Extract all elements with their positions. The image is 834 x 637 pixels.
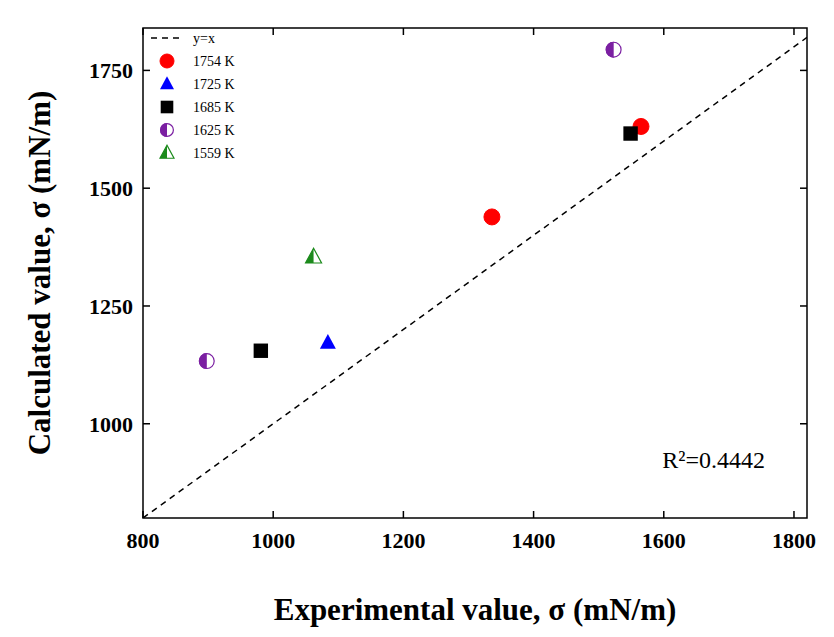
legend-swatch: [160, 76, 174, 89]
marker-shape: [160, 54, 174, 68]
marker-half: [160, 145, 167, 158]
data-point: [484, 209, 500, 225]
marker-shape: [484, 209, 500, 225]
legend-label: y=x: [193, 31, 215, 46]
legend-swatch: [160, 145, 174, 158]
x-tick-label: 1000: [251, 528, 295, 553]
legend-label: 1685 K: [193, 100, 235, 115]
x-tick: [403, 511, 405, 518]
x-tick-label: 1800: [772, 528, 816, 553]
x-tick-label: 1200: [381, 528, 425, 553]
data-point: [306, 248, 322, 263]
marker-half: [606, 42, 614, 58]
legend-swatch: [161, 101, 174, 114]
x-tick: [663, 511, 665, 518]
legend-swatch: [151, 37, 183, 39]
x-tick-top: [142, 28, 144, 35]
x-tick-top: [403, 28, 405, 35]
marker-half: [199, 353, 207, 369]
x-tick-top: [793, 28, 795, 35]
x-tick: [272, 511, 274, 518]
legend-label: 1625 K: [193, 123, 235, 138]
marker-shape: [306, 248, 322, 263]
y-tick-right: [800, 305, 807, 307]
legend-swatch: [160, 54, 174, 68]
legend-label: 1559 K: [193, 146, 235, 161]
y-tick-label: 1750: [89, 58, 133, 83]
legend-label: 1725 K: [193, 77, 235, 92]
x-tick-top: [663, 28, 665, 35]
y-tick: [143, 187, 150, 189]
marker-shape: [254, 344, 268, 358]
marker-shape: [161, 124, 174, 137]
y-axis-label: Calculated value, σ (mN/m): [22, 91, 57, 456]
reference-line: [143, 37, 807, 518]
marker-shape: [160, 76, 174, 89]
marker-half: [306, 248, 314, 263]
plot-area: [143, 37, 807, 518]
x-axis-label: Experimental value, σ (mN/m): [274, 592, 677, 627]
y-tick-right: [800, 187, 807, 189]
y-tick: [143, 305, 150, 307]
plot-frame: [143, 28, 807, 518]
x-tick: [793, 511, 795, 518]
y-tick-label: 1000: [89, 412, 133, 437]
y-tick-right: [800, 423, 807, 425]
y-tick-label: 1250: [89, 294, 133, 319]
x-tick: [533, 511, 535, 518]
x-tick-top: [533, 28, 535, 35]
chart: 800 1000 1200 1400 1600 1800 1000 1250 1500 1750 E…: [0, 0, 834, 637]
y-tick-right: [800, 70, 807, 72]
legend: y=x 1754 K 1725 K 1685 K 1625 K 1559 K: [151, 31, 235, 161]
x-tick-label: 1600: [642, 528, 686, 553]
y-tick: [143, 423, 150, 425]
marker-half: [160, 123, 167, 137]
marker-shape: [160, 145, 174, 158]
marker-shape: [161, 101, 174, 114]
marker-shape: [623, 126, 637, 140]
data-point: [199, 353, 214, 369]
data-point: [623, 126, 637, 140]
data-point: [254, 344, 268, 358]
x-tick-top: [272, 28, 274, 35]
marker-shape: [199, 354, 214, 369]
marker-shape: [606, 42, 621, 57]
x-tick-label: 1400: [512, 528, 556, 553]
annotation: R²=0.4442: [662, 447, 765, 473]
marker-shape: [320, 334, 336, 349]
legend-label: 1754 K: [193, 54, 235, 69]
legend-swatch: [160, 123, 173, 137]
data-point: [320, 334, 336, 349]
y-tick-label: 1500: [89, 176, 133, 201]
x-tick-label: 800: [127, 528, 160, 553]
data-point: [606, 42, 621, 58]
y-tick: [143, 70, 150, 72]
